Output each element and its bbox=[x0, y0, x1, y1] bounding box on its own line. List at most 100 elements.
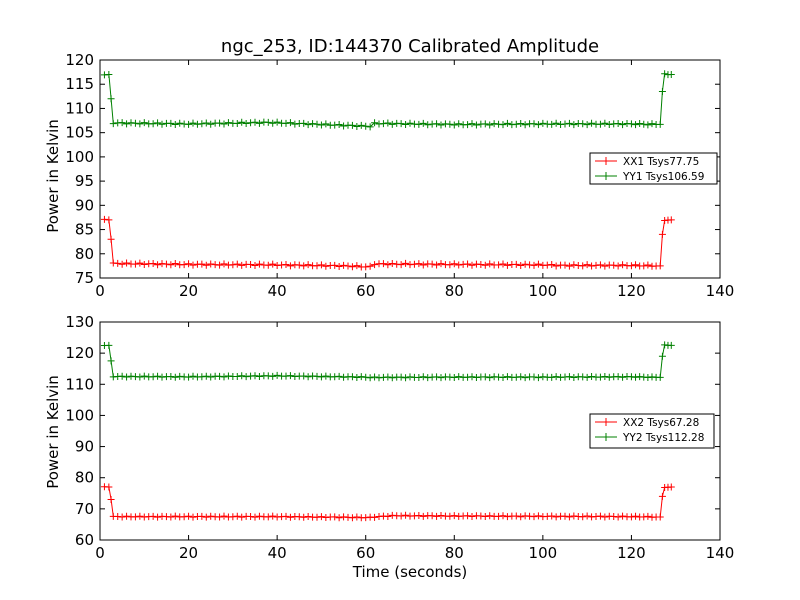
data-point-marker bbox=[543, 261, 551, 269]
data-point-marker bbox=[322, 120, 330, 128]
data-point-marker bbox=[570, 121, 578, 129]
data-point-marker bbox=[658, 87, 666, 95]
data-point-marker bbox=[322, 262, 330, 270]
data-point-marker bbox=[495, 261, 503, 269]
data-point-marker bbox=[433, 261, 441, 269]
data-point-marker bbox=[247, 512, 255, 520]
data-point-marker bbox=[640, 513, 648, 521]
data-point-marker bbox=[455, 373, 463, 381]
data-point-marker bbox=[158, 260, 166, 268]
legend-marker bbox=[602, 433, 610, 441]
data-point-marker bbox=[220, 120, 228, 128]
data-point-marker bbox=[255, 260, 263, 268]
data-point-marker bbox=[433, 512, 441, 520]
data-point-marker bbox=[656, 513, 664, 521]
data-point-marker bbox=[198, 260, 206, 268]
data-point-marker bbox=[619, 512, 627, 520]
data-point-marker bbox=[118, 372, 126, 380]
data-point-marker bbox=[517, 373, 525, 381]
data-point-marker bbox=[512, 512, 520, 520]
data-point-marker bbox=[291, 120, 299, 128]
data-point-marker bbox=[269, 119, 277, 127]
data-point-marker bbox=[340, 373, 348, 381]
data-point-marker bbox=[596, 261, 604, 269]
legend-label: XX1 Tsys77.75 bbox=[623, 156, 699, 168]
data-point-marker bbox=[185, 373, 193, 381]
data-point-marker bbox=[167, 373, 175, 381]
x-tick-label: 140 bbox=[706, 544, 735, 562]
data-point-marker bbox=[499, 373, 507, 381]
data-point-marker bbox=[517, 513, 525, 521]
data-point-marker bbox=[202, 119, 210, 127]
top-y-axis-label: Power in Kelvin bbox=[44, 119, 62, 233]
legend-box bbox=[589, 413, 715, 449]
data-point-marker bbox=[189, 513, 197, 521]
data-point-marker bbox=[136, 120, 144, 128]
data-point-marker bbox=[118, 513, 126, 521]
data-point-marker bbox=[583, 261, 591, 269]
data-point-marker bbox=[202, 261, 210, 269]
data-point-marker bbox=[512, 120, 520, 128]
data-point-marker bbox=[357, 121, 365, 129]
data-point-marker bbox=[131, 513, 139, 521]
data-point-marker bbox=[304, 373, 312, 381]
data-point-marker bbox=[362, 373, 370, 381]
series-line bbox=[104, 218, 672, 268]
data-point-marker bbox=[433, 373, 441, 381]
data-point-marker bbox=[384, 119, 392, 127]
data-point-marker bbox=[105, 341, 113, 349]
data-point-marker bbox=[286, 372, 294, 380]
data-point-marker bbox=[656, 373, 664, 381]
data-point-marker bbox=[269, 512, 277, 520]
data-point-marker bbox=[419, 373, 427, 381]
legend-box bbox=[589, 152, 718, 185]
data-point-marker bbox=[202, 372, 210, 380]
data-point-marker bbox=[619, 261, 627, 269]
data-point-marker bbox=[357, 373, 365, 381]
data-point-marker bbox=[300, 513, 308, 521]
data-point-marker bbox=[251, 513, 259, 521]
series-line bbox=[104, 344, 672, 379]
y-tick-label: 75 bbox=[75, 269, 94, 287]
data-point-marker bbox=[614, 513, 622, 521]
data-point-marker bbox=[149, 373, 157, 381]
data-point-marker bbox=[530, 513, 538, 521]
data-point-marker bbox=[273, 261, 281, 269]
legend-marker bbox=[602, 157, 610, 165]
data-point-marker bbox=[499, 260, 507, 268]
data-point-marker bbox=[503, 373, 511, 381]
data-point-marker bbox=[397, 373, 405, 381]
data-point-marker bbox=[667, 216, 675, 224]
data-point-marker bbox=[105, 71, 113, 79]
data-point-marker bbox=[149, 120, 157, 128]
data-point-marker bbox=[136, 259, 144, 267]
data-point-marker bbox=[499, 121, 507, 129]
data-point-marker bbox=[450, 121, 458, 129]
data-point-marker bbox=[123, 373, 131, 381]
data-point-marker bbox=[247, 119, 255, 127]
data-point-marker bbox=[437, 374, 445, 382]
bottom-y-axis-label: Power in Kelvin bbox=[44, 375, 62, 489]
data-point-marker bbox=[158, 120, 166, 128]
x-tick-label: 20 bbox=[179, 544, 198, 562]
x-axis-label: Time (seconds) bbox=[352, 563, 468, 581]
data-point-marker bbox=[105, 216, 113, 224]
data-point-marker bbox=[251, 372, 259, 380]
data-point-marker bbox=[632, 512, 640, 520]
data-point-marker bbox=[154, 513, 162, 521]
y-tick-label: 85 bbox=[75, 221, 94, 239]
data-point-marker bbox=[565, 513, 573, 521]
data-point-marker bbox=[167, 119, 175, 127]
data-point-marker bbox=[552, 119, 560, 127]
data-point-marker bbox=[300, 119, 308, 127]
data-point-marker bbox=[185, 260, 193, 268]
x-tick-label: 80 bbox=[445, 544, 464, 562]
data-point-marker bbox=[424, 121, 432, 129]
data-point-marker bbox=[269, 260, 277, 268]
data-point-marker bbox=[530, 373, 538, 381]
legend-label: XX2 Tsys67.28 bbox=[623, 417, 699, 429]
data-point-marker bbox=[636, 373, 644, 381]
data-point-marker bbox=[517, 262, 525, 270]
data-point-marker bbox=[140, 372, 148, 380]
data-point-marker bbox=[269, 372, 277, 380]
